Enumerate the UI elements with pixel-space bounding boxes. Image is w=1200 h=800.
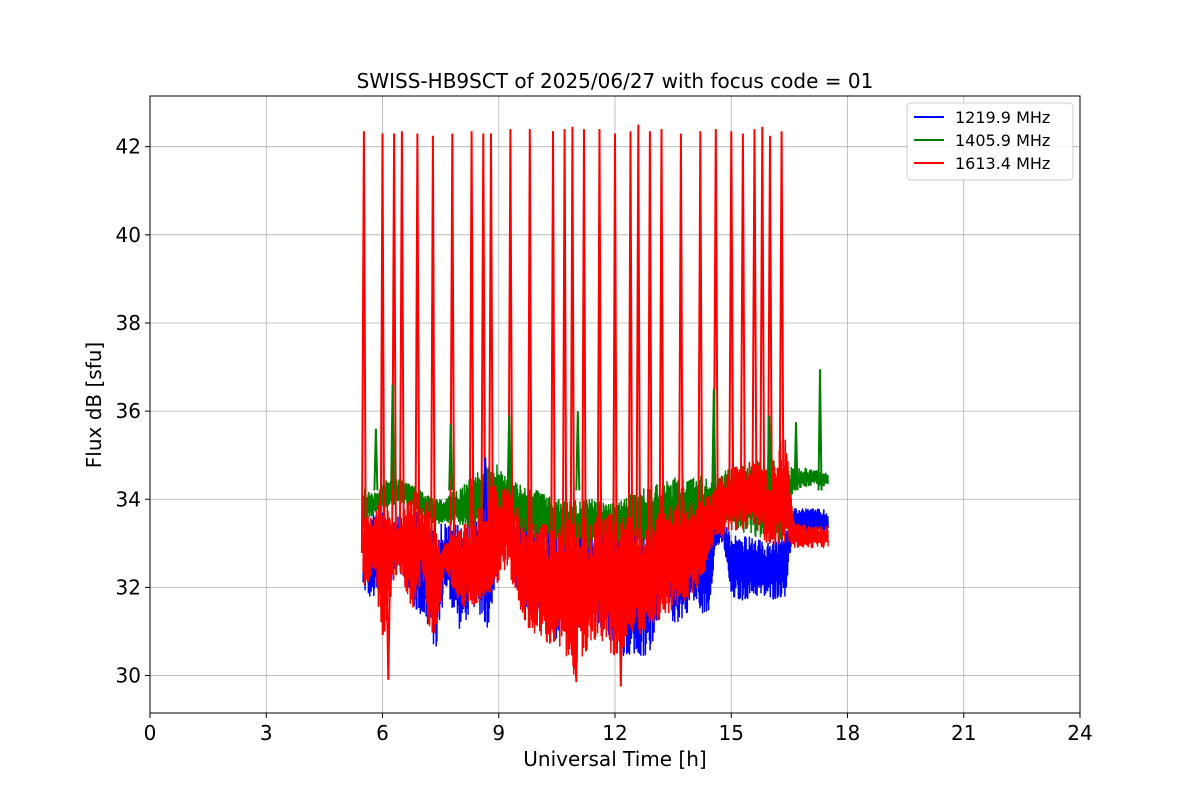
spike-mark bbox=[429, 135, 436, 628]
series-line bbox=[362, 439, 829, 679]
y-tick-label: 34 bbox=[116, 487, 141, 511]
x-tick-label: 12 bbox=[602, 721, 627, 745]
y-tick-label: 42 bbox=[116, 135, 141, 159]
spike-mark bbox=[379, 133, 386, 632]
spike-mark bbox=[635, 124, 642, 628]
spike-mark bbox=[767, 135, 773, 539]
spike-mark bbox=[507, 129, 514, 570]
spike-mark bbox=[569, 126, 576, 663]
legend-label: 1613.4 MHz bbox=[955, 154, 1050, 173]
x-axis-title: Universal Time [h] bbox=[523, 747, 706, 771]
spike-mark bbox=[468, 131, 475, 601]
x-axis-ticks: 0 3 6 9 12 15 18 21 24 bbox=[144, 713, 1093, 745]
spike-mark bbox=[449, 133, 456, 579]
spike-mark bbox=[712, 129, 719, 526]
spike-mark bbox=[581, 129, 587, 652]
x-tick-label: 0 bbox=[144, 721, 157, 745]
spike-mark bbox=[627, 131, 634, 632]
spike-mark bbox=[526, 129, 533, 621]
x-tick-label: 18 bbox=[835, 721, 860, 745]
spike-mark bbox=[596, 129, 603, 636]
green-spikes bbox=[373, 369, 823, 491]
legend-label: 1405.9 MHz bbox=[955, 131, 1050, 150]
spike-mark bbox=[778, 131, 785, 536]
spike-mark bbox=[739, 133, 746, 522]
y-axis-title: Flux dB [sfu] bbox=[82, 342, 106, 468]
x-tick-label: 3 bbox=[260, 721, 273, 745]
spike-mark bbox=[612, 133, 618, 654]
blue-spikes-mark bbox=[482, 457, 488, 522]
spike-mark bbox=[391, 133, 398, 576]
plot-area bbox=[360, 124, 829, 687]
spike-mark bbox=[398, 131, 405, 571]
red-lows-mark bbox=[573, 587, 579, 683]
spike-mark bbox=[561, 129, 568, 651]
blue-spikes bbox=[482, 457, 488, 522]
spike-mark bbox=[728, 131, 735, 522]
red-lows bbox=[385, 587, 624, 687]
green-spikes-mark bbox=[448, 424, 454, 491]
y-tick-label: 30 bbox=[116, 664, 141, 688]
spike-mark bbox=[414, 133, 421, 588]
green-spikes-mark bbox=[506, 415, 512, 491]
spike-mark bbox=[677, 133, 684, 598]
green-spikes-mark bbox=[711, 389, 717, 491]
spike-mark bbox=[360, 131, 367, 580]
green-spikes-mark bbox=[817, 369, 823, 491]
x-tick-label: 6 bbox=[376, 721, 389, 745]
y-axis-ticks: 30 32 34 36 38 40 42 bbox=[116, 135, 150, 688]
spike-mark bbox=[658, 129, 665, 610]
spike-mark bbox=[697, 131, 704, 573]
green-spikes-mark bbox=[766, 415, 772, 491]
green-spikes-mark bbox=[575, 411, 581, 491]
spike-mark bbox=[759, 126, 766, 528]
red-lows-mark bbox=[618, 587, 624, 687]
legend-box bbox=[906, 102, 1074, 181]
x-tick-label: 15 bbox=[719, 721, 744, 745]
series-layer bbox=[360, 124, 829, 687]
spike-mark bbox=[751, 129, 758, 517]
spike-mark bbox=[550, 131, 556, 641]
legend-label: 1219.9 MHz bbox=[955, 108, 1050, 127]
x-tick-label: 21 bbox=[951, 721, 976, 745]
green-spikes-mark bbox=[793, 422, 799, 491]
spike-mark bbox=[646, 131, 653, 620]
red-lows-mark bbox=[385, 587, 391, 680]
y-tick-label: 36 bbox=[116, 399, 141, 423]
spike-mark bbox=[480, 133, 487, 592]
series-1613-4-mhz bbox=[360, 124, 829, 679]
green-spikes-mark bbox=[373, 428, 379, 491]
x-tick-label: 24 bbox=[1067, 721, 1092, 745]
y-tick-label: 32 bbox=[116, 575, 141, 599]
y-tick-label: 38 bbox=[116, 311, 141, 335]
legend: 1219.9 MHz 1405.9 MHz 1613.4 MHz bbox=[906, 102, 1074, 181]
green-spikes-mark bbox=[390, 384, 396, 491]
chart-title: SWISS-HB9SCT of 2025/06/27 with focus co… bbox=[357, 69, 874, 93]
x-tick-label: 9 bbox=[492, 721, 505, 745]
y-tick-label: 40 bbox=[116, 223, 141, 247]
spike-mark bbox=[488, 133, 494, 585]
